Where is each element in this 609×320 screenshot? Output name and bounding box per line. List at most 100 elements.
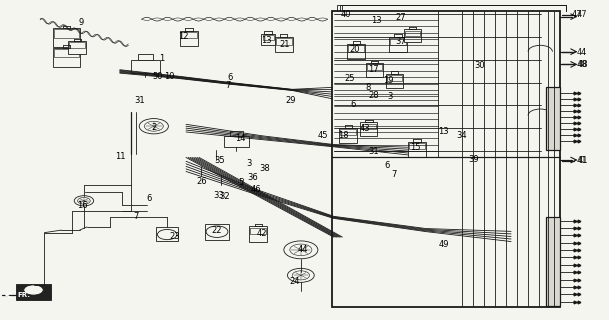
Bar — [390, 38, 406, 45]
Text: 47: 47 — [577, 10, 587, 19]
Text: 48: 48 — [577, 60, 588, 69]
Text: 32: 32 — [219, 192, 230, 202]
Circle shape — [287, 268, 314, 282]
Bar — [333, 11, 560, 307]
Text: 2: 2 — [152, 123, 157, 132]
Bar — [69, 43, 85, 48]
Bar — [68, 41, 86, 54]
Circle shape — [24, 285, 43, 295]
Bar — [157, 227, 178, 241]
Text: 15: 15 — [410, 143, 420, 152]
Bar — [406, 31, 420, 36]
Text: FR.: FR. — [18, 292, 30, 298]
Text: 31: 31 — [134, 96, 144, 105]
Bar — [546, 87, 560, 150]
Text: 13: 13 — [261, 36, 272, 45]
Text: 39: 39 — [468, 155, 479, 164]
Text: 4: 4 — [580, 48, 585, 57]
Bar — [362, 124, 376, 129]
Text: 47: 47 — [571, 10, 582, 19]
Bar — [389, 37, 407, 52]
Bar — [205, 224, 229, 240]
Bar — [250, 228, 266, 234]
Text: 41: 41 — [577, 156, 587, 165]
Text: 24: 24 — [289, 277, 300, 286]
Bar — [180, 31, 198, 46]
Bar — [404, 29, 421, 42]
Bar — [386, 74, 403, 88]
Bar — [52, 28, 80, 47]
Bar — [348, 45, 364, 52]
Text: 25: 25 — [344, 74, 354, 83]
Text: 13: 13 — [371, 16, 381, 25]
Text: 41: 41 — [577, 156, 588, 165]
Text: 33: 33 — [213, 191, 224, 200]
Text: 30: 30 — [474, 60, 485, 69]
Circle shape — [74, 196, 94, 206]
Text: 6: 6 — [350, 100, 356, 109]
Circle shape — [77, 197, 90, 204]
Text: 5: 5 — [239, 179, 244, 188]
Bar — [367, 64, 382, 70]
Text: 12: 12 — [178, 32, 188, 41]
Text: 22: 22 — [212, 226, 222, 235]
Bar — [131, 60, 160, 73]
Circle shape — [144, 121, 163, 131]
Bar — [16, 284, 51, 300]
Text: 28: 28 — [368, 91, 379, 100]
Text: 36: 36 — [247, 173, 258, 182]
Text: 38: 38 — [259, 164, 270, 173]
Text: 46: 46 — [250, 186, 261, 195]
Circle shape — [290, 244, 312, 256]
Text: 3: 3 — [246, 159, 252, 168]
Bar — [276, 38, 292, 45]
Bar — [224, 136, 248, 147]
Text: 20: 20 — [349, 44, 359, 54]
Bar — [249, 226, 267, 242]
Circle shape — [139, 119, 169, 134]
Text: 8: 8 — [365, 83, 370, 92]
Bar — [275, 37, 293, 52]
Text: 10: 10 — [164, 72, 175, 81]
Text: 29: 29 — [286, 96, 297, 105]
Text: 49: 49 — [439, 240, 449, 249]
Text: 6: 6 — [146, 194, 152, 204]
Text: 6: 6 — [228, 73, 233, 82]
Text: 14: 14 — [236, 134, 246, 143]
Text: 21: 21 — [280, 40, 290, 49]
Text: 18: 18 — [338, 131, 349, 140]
Circle shape — [206, 226, 228, 237]
Text: 48: 48 — [577, 60, 587, 69]
Text: 26: 26 — [196, 177, 206, 186]
Text: 27: 27 — [395, 13, 406, 22]
Text: 40: 40 — [340, 10, 351, 19]
Bar — [366, 63, 383, 77]
Bar — [347, 44, 365, 59]
Text: 9: 9 — [79, 19, 83, 28]
Text: 42: 42 — [257, 229, 267, 238]
Text: 3: 3 — [387, 92, 392, 101]
Bar — [546, 217, 560, 306]
Circle shape — [158, 229, 177, 240]
Text: 44: 44 — [297, 245, 308, 254]
Text: 1: 1 — [159, 54, 164, 63]
Bar — [340, 129, 356, 135]
Bar — [138, 54, 153, 60]
Bar — [339, 127, 357, 143]
Text: 37: 37 — [395, 37, 406, 46]
Text: 16: 16 — [77, 201, 88, 210]
Text: 17: 17 — [368, 65, 379, 74]
Bar — [52, 48, 80, 67]
Text: 34: 34 — [456, 131, 466, 140]
Text: 19: 19 — [383, 76, 393, 85]
Circle shape — [292, 271, 309, 280]
Text: 43: 43 — [360, 124, 370, 133]
Bar — [54, 29, 79, 38]
Bar — [408, 141, 426, 157]
Text: 31: 31 — [368, 147, 379, 156]
Text: 23: 23 — [170, 232, 180, 241]
Circle shape — [284, 241, 318, 259]
Text: 35: 35 — [214, 156, 225, 165]
Text: 6: 6 — [384, 161, 390, 170]
Bar — [361, 123, 378, 136]
